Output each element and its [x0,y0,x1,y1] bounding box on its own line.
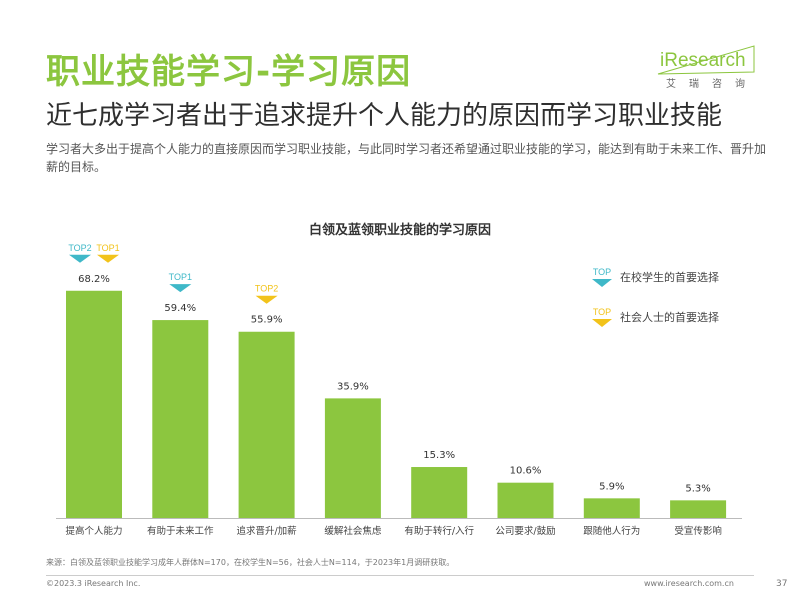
logo-sub: 艾瑞咨询 [666,79,758,90]
bar [152,320,209,518]
footer-divider [46,575,754,576]
legend-social: TOP 社会人士的首要选择 [590,306,719,328]
bar [238,331,295,518]
top-badge-arrow [169,284,192,293]
top-badge-arrow [69,254,91,263]
bar-value-label: 59.4% [164,303,196,314]
chart-title: 白领及蓝领职业技能的学习原因 [308,223,491,238]
x-tick-label: 提高个人能力 [65,525,122,537]
top-badge-arrow [97,254,119,263]
x-tick-label: 受宣传影响 [674,525,722,537]
bar-value-label: 10.6% [510,466,542,477]
legend-social-label: 社会人士的首要选择 [620,311,719,324]
x-tick-label: 有助于转行/入行 [404,525,474,537]
svg-text:TOP: TOP [593,307,611,317]
x-tick-label: 公司要求/鼓励 [495,525,555,537]
x-tick-label: 跟随他人行为 [583,525,640,537]
top-badge-label: TOP1 [169,272,192,282]
top-badge-label: TOP2 [68,243,91,253]
x-tick-label: 有助于未来工作 [147,525,214,537]
bar [66,290,122,518]
logo-swoosh [657,45,755,75]
page-number: 37 [776,579,788,589]
x-tick-label: 缓解社会焦虑 [324,525,382,537]
page-subtitle: 近七成学习者出于追求提升个人能力的原因而学习职业技能 [46,101,723,131]
bar-value-label: 68.2% [78,274,110,285]
bar-value-label: 55.9% [251,315,283,326]
bar [670,500,727,518]
page-description: 学习者大多出于提高个人能力的直接原因而学习职业技能，与此同时学习者还希望通过职业… [46,142,767,174]
footer-copyright: ©2023.3 iResearch Inc. [46,579,141,588]
bar [583,498,640,518]
page-title: 职业技能学习-学习原因 [46,52,412,92]
bar-value-label: 5.3% [685,483,710,494]
top-badge-arrow [255,295,278,304]
legend-student-label: 在校学生的首要选择 [620,271,719,284]
bar-chart: 68.2% 提高个人能力 59.4% 有助于未来工作 55.9% 追求晋升/加薪 35.9%… [56,243,742,537]
bar [497,482,554,518]
logo-brand: iResearch [660,50,746,71]
legend-student: TOP 在校学生的首要选择 [590,266,719,288]
legend-social-badge: TOP [592,307,612,327]
bar-value-label: 35.9% [337,381,369,392]
bar-value-label: 5.9% [599,481,624,492]
footer-source: 来源：白领及蓝领职业技能学习成年人群体N=170，在校学生N=56，社会人士N=… [46,558,455,567]
bar-value-label: 15.3% [423,450,455,461]
bar [411,467,468,518]
x-tick-label: 追求晋升/加薪 [236,525,297,537]
svg-text:TOP: TOP [593,267,611,277]
top-badge-label: TOP1 [96,243,119,253]
footer-url[interactable]: www.iresearch.com.cn [644,579,734,588]
top-badge-label: TOP2 [255,284,278,294]
iresearch-logo: iResearch 艾瑞咨询 [656,44,756,92]
bar [324,398,381,518]
legend-student-badge: TOP [592,267,612,287]
